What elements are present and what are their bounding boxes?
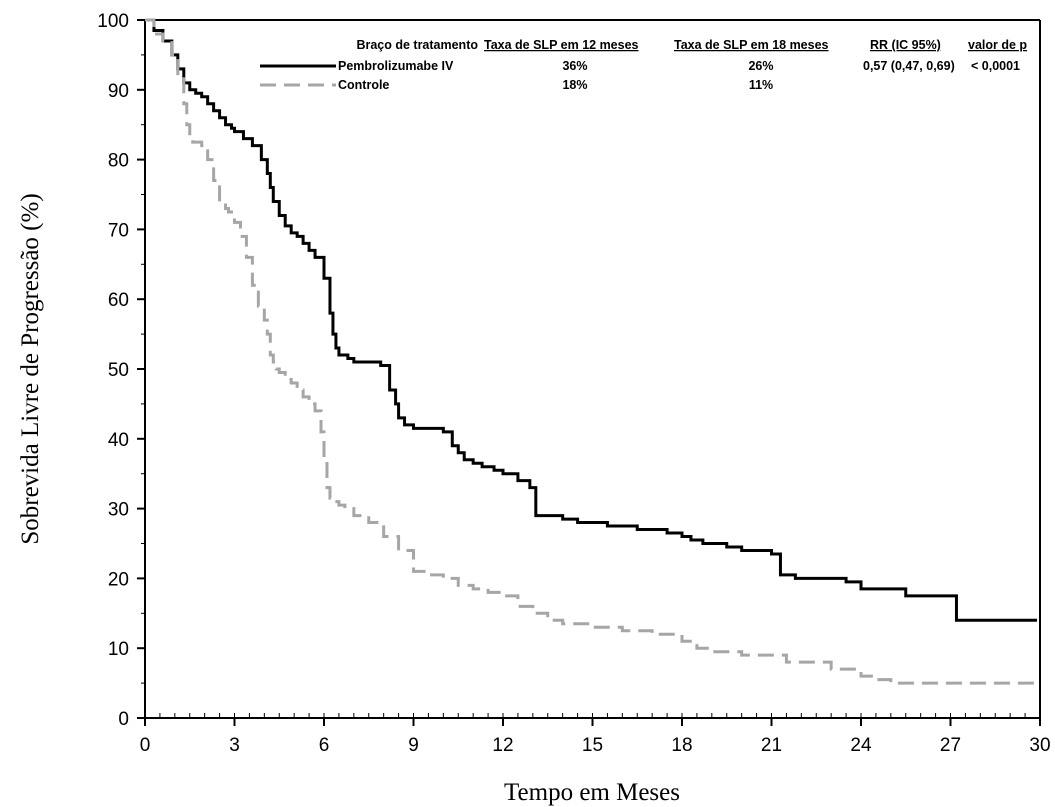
y-tick-label: 60 <box>108 290 129 311</box>
y-axis-title: Sobrevida Livre de Progressão (%) <box>17 193 44 544</box>
x-tick-label: 0 <box>140 735 151 756</box>
legend-header-12m: Taxa de SLP em 12 meses <box>484 38 639 52</box>
series-line-control <box>145 18 1038 685</box>
x-tick-label: 21 <box>761 735 782 756</box>
x-axis-title: Tempo em Meses <box>504 779 680 806</box>
legend-header-18m: Taxa de SLP em 18 meses <box>674 38 829 52</box>
series-layer <box>145 18 1038 685</box>
x-tick-label: 15 <box>582 735 603 756</box>
y-tick-label: 100 <box>97 11 129 32</box>
y-tick-label: 30 <box>108 500 129 521</box>
legend-pembro-pvalue: < 0,0001 <box>971 59 1020 73</box>
legend-label-control: Controle <box>338 78 389 92</box>
y-tick-label: 40 <box>108 430 129 451</box>
legend-pembro-hr: 0,57 (0,47, 0,69) <box>863 59 955 73</box>
legend-header-hr: RR (IC 95%) <box>870 38 941 52</box>
legend-control-12m: 18% <box>562 78 587 92</box>
y-tick-label: 80 <box>108 151 129 172</box>
x-tick-label: 18 <box>671 735 692 756</box>
legend-pembro-12m: 36% <box>562 59 587 73</box>
x-tick-label: 3 <box>229 735 240 756</box>
legend-table: Braço de tratamento Taxa de SLP em 12 me… <box>260 38 1027 92</box>
x-tick-label: 9 <box>408 735 419 756</box>
x-tick-label: 24 <box>850 735 872 756</box>
legend-pembro-18m: 26% <box>748 59 773 73</box>
legend-label-pembrolizumab: Pembrolizumabe IV <box>338 59 454 73</box>
y-tick-label: 0 <box>118 709 129 730</box>
x-tick-label: 12 <box>492 735 513 756</box>
ticks: 0 10 20 30 40 50 60 70 80 90 100 0 3 6 9 12 15 18 21 24 27 30 <box>97 11 1050 756</box>
y-tick-label: 70 <box>108 220 129 241</box>
x-tick-label: 6 <box>319 735 330 756</box>
legend-control-18m: 11% <box>749 78 773 92</box>
x-tick-label: 27 <box>940 735 961 756</box>
y-tick-label: 90 <box>108 81 129 102</box>
x-tick-label: 30 <box>1029 735 1050 756</box>
y-tick-label: 50 <box>108 360 129 381</box>
y-tick-label: 20 <box>108 569 129 590</box>
legend-header-arm: Braço de tratamento <box>356 38 478 52</box>
legend-header-pvalue: valor de p <box>968 38 1027 52</box>
y-tick-label: 10 <box>108 639 129 660</box>
series-line-pembrolizumab <box>145 18 1038 622</box>
